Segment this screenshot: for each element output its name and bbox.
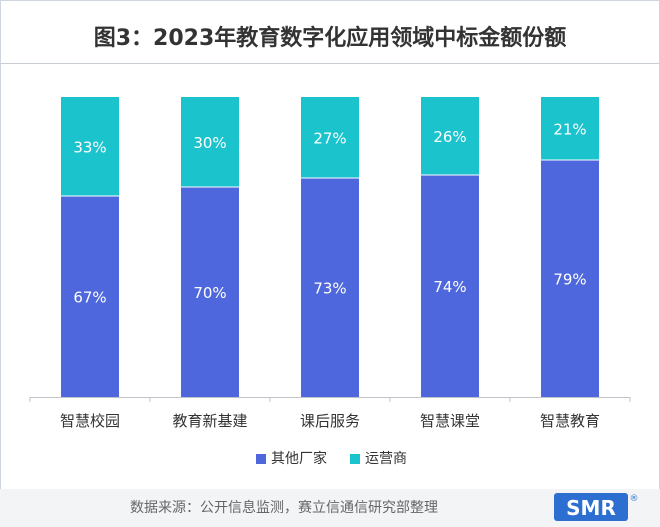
data-label: 33% xyxy=(73,139,106,157)
smr-logo: SMR ® xyxy=(554,493,639,521)
footer-band xyxy=(0,489,660,527)
legend-swatch xyxy=(256,454,266,464)
x-tick-label: 教育新基建 xyxy=(172,412,247,430)
svg-text:SMR: SMR xyxy=(566,496,616,520)
svg-text:®: ® xyxy=(630,494,639,504)
bar-operators xyxy=(301,97,359,178)
x-tick-label: 智慧校园 xyxy=(60,412,120,430)
bar-operators xyxy=(541,97,599,160)
legend-label: 其他厂家 xyxy=(271,450,327,467)
data-label: 74% xyxy=(433,278,466,296)
legend-swatch xyxy=(350,454,360,464)
legend-label: 运营商 xyxy=(365,451,407,467)
x-tick-label: 智慧教育 xyxy=(540,412,600,430)
bar-other-vendors xyxy=(541,160,599,397)
bar-other-vendors xyxy=(181,187,239,397)
data-label: 21% xyxy=(553,121,586,139)
data-label: 67% xyxy=(73,289,106,307)
chart-title: 图3：2023年教育数字化应用领域中标金额份额 xyxy=(93,26,567,51)
data-label: 30% xyxy=(193,134,226,152)
data-label: 26% xyxy=(433,128,466,146)
x-tick-label: 课后服务 xyxy=(300,412,360,430)
title-divider xyxy=(0,63,660,64)
data-label: 79% xyxy=(553,271,586,289)
data-label: 73% xyxy=(313,280,346,298)
bar-other-vendors xyxy=(61,196,119,397)
bar-operators xyxy=(181,97,239,187)
bar-other-vendors xyxy=(301,178,359,397)
data-label: 70% xyxy=(193,284,226,302)
x-tick-label: 智慧课堂 xyxy=(420,412,480,430)
bar-operators xyxy=(61,97,119,196)
bar-other-vendors xyxy=(421,175,479,397)
bar-operators xyxy=(421,97,479,175)
data-source-note: 数据来源：公开信息监测，赛立信通信研究部整理 xyxy=(130,500,438,516)
data-label: 27% xyxy=(313,130,346,148)
